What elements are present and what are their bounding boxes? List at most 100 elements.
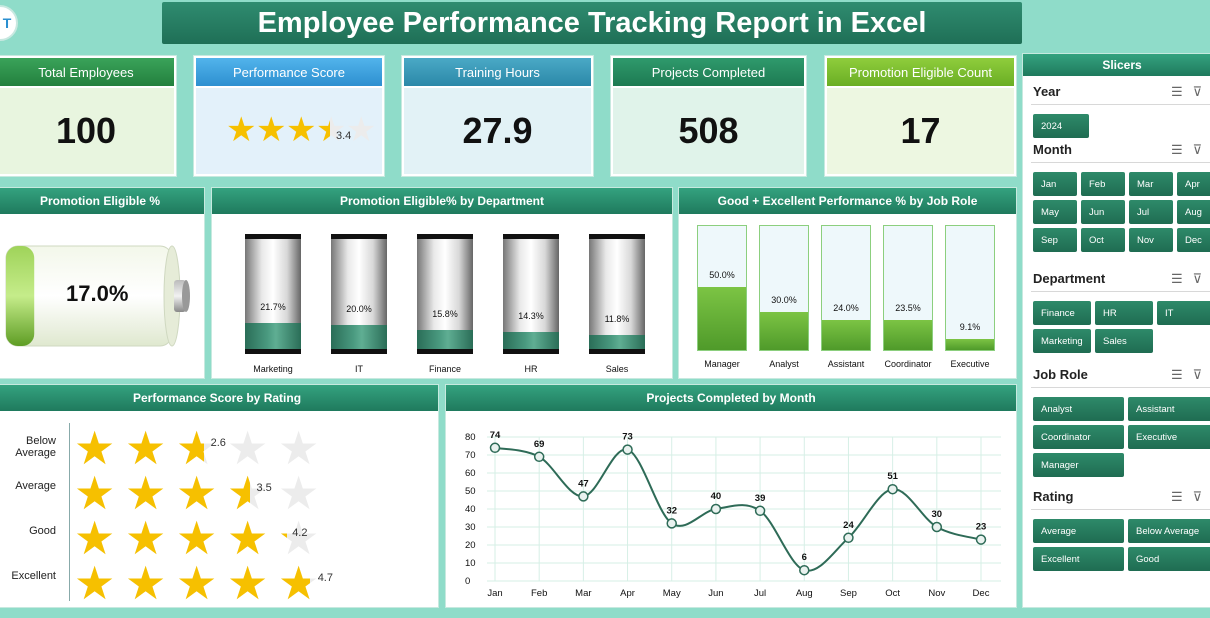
slicer-button-jul[interactable]: Jul	[1129, 200, 1173, 224]
data-point	[887, 483, 898, 495]
slicer-header-year: Year	[1033, 84, 1061, 99]
rating-star: ★★	[176, 425, 222, 471]
star-empty-icon: ★	[74, 556, 116, 610]
data-point	[843, 532, 854, 544]
slicer-button-sep[interactable]: Sep	[1033, 228, 1077, 252]
slicer-button-aug[interactable]: Aug	[1177, 200, 1210, 224]
multi-select-icon[interactable]: ☰⊽	[1171, 142, 1210, 157]
slicer-button-good[interactable]: Good	[1128, 547, 1210, 571]
star-empty-icon: ★	[125, 556, 167, 610]
kpi-rating: ★★★★★★★★★ 3.4	[196, 88, 382, 174]
projects-by-month-panel: Projects Completed by Month 80 70 60 50 40 30…	[445, 384, 1017, 608]
data-label: 24.0%	[833, 302, 859, 313]
slicer-button-2024[interactable]: 2024	[1033, 114, 1089, 138]
slicer-button-manager[interactable]: Manager	[1033, 453, 1124, 477]
category-label: Assistant	[827, 359, 865, 369]
star-empty-icon: ★	[176, 466, 218, 520]
star-fill: ★	[125, 470, 171, 516]
kpi-label: Promotion Eligible Count	[827, 58, 1014, 86]
column-fill	[884, 320, 932, 350]
star-empty-icon: ★	[227, 556, 269, 610]
data-label: 20.0%	[346, 304, 372, 314]
multi-select-icon[interactable]: ☰⊽	[1171, 271, 1210, 286]
star-fill: ★	[74, 515, 120, 561]
multi-select-icon[interactable]: ☰⊽	[1171, 84, 1210, 99]
slicer-button-oct[interactable]: Oct	[1081, 228, 1125, 252]
star-fill: ★	[316, 113, 330, 147]
data-point	[975, 534, 987, 545]
slicer-button-marketing[interactable]: Marketing	[1033, 329, 1091, 353]
slicer-button-nov[interactable]: Nov	[1129, 228, 1173, 252]
rating-label: Average	[15, 480, 56, 492]
star-filled-icon: ★	[176, 425, 204, 471]
panel-title: Projects Completed by Month	[446, 385, 1016, 411]
slicer-button-jun[interactable]: Jun	[1081, 200, 1125, 224]
x-tick-label: Dec	[973, 588, 990, 599]
slicer-button-assistant[interactable]: Assistant	[1128, 397, 1210, 421]
star-filled-icon: ★	[227, 560, 269, 606]
y-tick-label: 80	[465, 432, 476, 443]
rating-star: ★★	[278, 515, 324, 561]
star-fill: ★	[74, 425, 120, 471]
star-filled-icon: ★	[278, 515, 287, 561]
slicer-button-analyst[interactable]: Analyst	[1033, 397, 1124, 421]
y-tick-label: 40	[465, 504, 476, 515]
slicer-button-sales[interactable]: Sales	[1095, 329, 1153, 353]
slicer-button-apr[interactable]: Apr	[1177, 172, 1210, 196]
slicer-button-jan[interactable]: Jan	[1033, 172, 1077, 196]
star-fill: ★	[74, 560, 120, 606]
slicer-button-coordinator[interactable]: Coordinator	[1033, 425, 1124, 449]
slicer-button-finance[interactable]: Finance	[1033, 301, 1091, 325]
slicer-button-excellent[interactable]: Excellent	[1033, 547, 1124, 571]
star-fill: ★	[278, 560, 310, 606]
rating-star: ★	[227, 425, 273, 471]
slicer-button-feb[interactable]: Feb	[1081, 172, 1125, 196]
rating-star: ★	[278, 425, 324, 471]
promotion-eligible-pct-panel: Promotion Eligible % 17.0%	[0, 187, 205, 379]
star-empty-icon: ★	[227, 421, 269, 475]
slicer-button-dec[interactable]: Dec	[1177, 228, 1210, 252]
data-point	[578, 491, 589, 502]
slicer-button-it[interactable]: IT	[1157, 301, 1210, 325]
data-point	[931, 521, 943, 533]
slicer-button-below-average[interactable]: Below Average	[1128, 519, 1210, 543]
rating-star: ★★	[74, 470, 120, 516]
slicer-button-hr[interactable]: HR	[1095, 301, 1153, 325]
column-bar	[759, 225, 809, 351]
panel-title: Performance Score by Rating	[0, 385, 438, 411]
star-empty-icon: ★	[74, 421, 116, 475]
category-label: IT	[355, 364, 363, 374]
tube-fill	[331, 325, 387, 349]
rating-star: ★★	[125, 425, 171, 471]
rating-star: ★★	[125, 560, 171, 606]
data-label: 23.5%	[895, 303, 921, 314]
star-fill: ★	[278, 515, 287, 561]
kpi-card-training-hours: Training Hours 27.9	[401, 55, 594, 177]
multi-select-icon[interactable]: ☰⊽	[1171, 367, 1210, 382]
star-empty-icon: ★	[125, 466, 167, 520]
category-label: Marketing	[253, 364, 293, 374]
slicer-button-executive[interactable]: Executive	[1128, 425, 1210, 449]
rating-star: ★★	[176, 515, 222, 561]
data-label: 11.8%	[604, 313, 630, 324]
kpi-card-performance-score: Performance Score ★★★★★★★★★ 3.4	[193, 55, 385, 177]
slicer-button-may[interactable]: May	[1033, 200, 1077, 224]
company-logo: T	[0, 5, 18, 41]
star-empty-icon: ★	[286, 110, 317, 150]
data-label: 47	[578, 478, 589, 489]
star-filled-icon: ★	[286, 113, 317, 147]
column-fill	[698, 287, 746, 350]
multi-select-icon[interactable]: ☰⊽	[1171, 489, 1210, 504]
star-fill: ★	[226, 113, 260, 147]
star-fill: ★	[176, 470, 222, 516]
data-point	[666, 518, 677, 529]
star-fill: ★	[125, 515, 171, 561]
star-filled-icon: ★	[176, 470, 218, 516]
slicer-button-mar[interactable]: Mar	[1129, 172, 1173, 196]
panel-title: Good + Excellent Performance % by Job Ro…	[679, 188, 1016, 214]
tube-bar	[331, 234, 387, 354]
rating-star: ★★	[227, 560, 273, 606]
slicer-button-average[interactable]: Average	[1033, 519, 1124, 543]
slicer-header-rating: Rating	[1033, 489, 1074, 504]
kpi-star: ★	[346, 113, 380, 147]
